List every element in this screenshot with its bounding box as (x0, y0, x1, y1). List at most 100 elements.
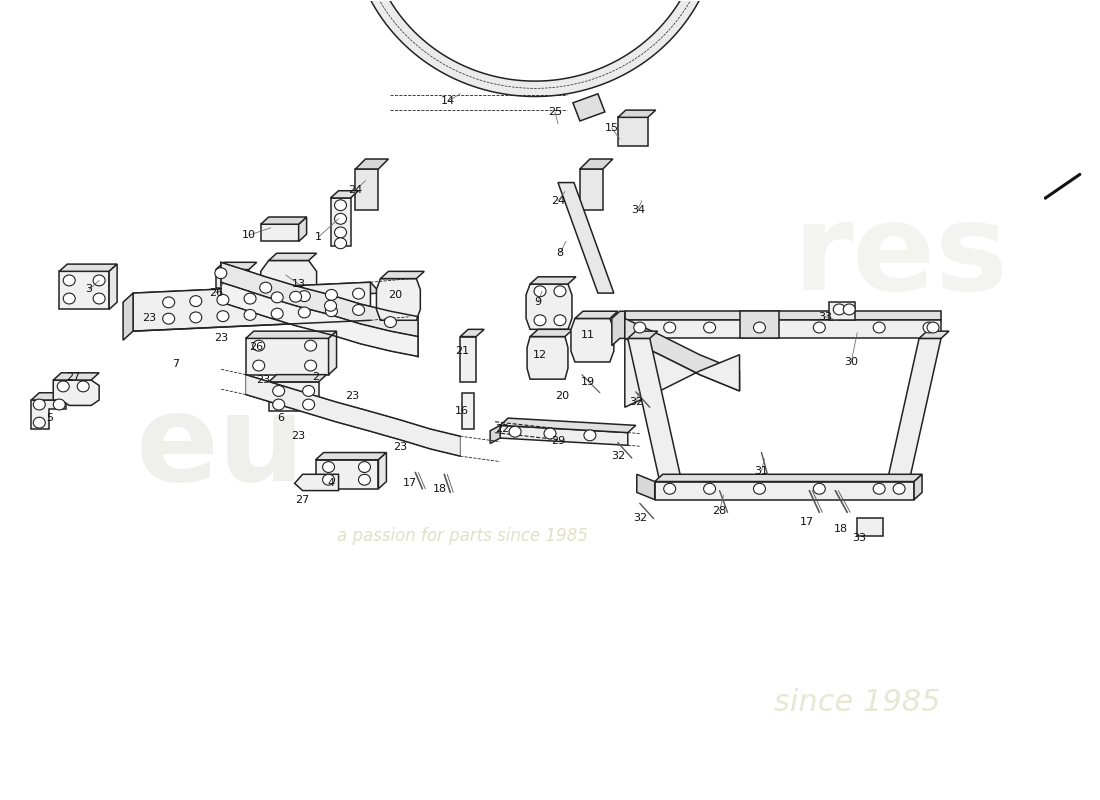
Circle shape (217, 294, 229, 306)
Polygon shape (460, 337, 476, 382)
Circle shape (544, 428, 556, 439)
Circle shape (893, 483, 905, 494)
Text: 24: 24 (551, 196, 565, 206)
Circle shape (334, 200, 346, 210)
Circle shape (273, 399, 285, 410)
Circle shape (534, 286, 546, 297)
Text: 25: 25 (548, 107, 562, 117)
Polygon shape (123, 293, 133, 340)
Polygon shape (59, 271, 109, 310)
Circle shape (190, 312, 201, 323)
Polygon shape (245, 331, 337, 338)
Polygon shape (558, 182, 614, 293)
Text: 20: 20 (388, 290, 403, 300)
Polygon shape (618, 118, 648, 146)
Polygon shape (914, 474, 922, 500)
Text: 19: 19 (581, 377, 595, 387)
Text: 28: 28 (713, 506, 727, 515)
Polygon shape (739, 311, 780, 338)
Text: 29: 29 (551, 436, 565, 446)
Polygon shape (637, 474, 654, 500)
Polygon shape (261, 261, 317, 302)
Circle shape (289, 291, 301, 302)
Circle shape (305, 340, 317, 351)
Circle shape (554, 286, 566, 297)
Circle shape (272, 308, 283, 319)
Polygon shape (625, 320, 940, 338)
Circle shape (326, 306, 338, 317)
Polygon shape (530, 277, 576, 284)
Text: 30: 30 (844, 357, 858, 367)
Polygon shape (355, 159, 388, 169)
Text: res: res (793, 198, 1009, 315)
Polygon shape (857, 518, 883, 536)
Circle shape (302, 399, 315, 410)
Polygon shape (500, 418, 636, 433)
Circle shape (873, 483, 886, 494)
Polygon shape (462, 393, 474, 429)
Circle shape (244, 293, 256, 304)
Text: 26: 26 (249, 342, 263, 353)
Polygon shape (268, 374, 327, 382)
Polygon shape (625, 311, 940, 320)
Polygon shape (216, 262, 256, 270)
Circle shape (923, 322, 935, 333)
Circle shape (324, 300, 337, 311)
Circle shape (94, 293, 106, 304)
Circle shape (214, 268, 227, 278)
Circle shape (534, 315, 546, 326)
Text: 32: 32 (610, 451, 625, 461)
Circle shape (704, 322, 716, 333)
Circle shape (322, 474, 334, 485)
Circle shape (33, 399, 45, 410)
Circle shape (584, 430, 596, 441)
Circle shape (272, 292, 283, 303)
Polygon shape (133, 282, 371, 331)
Polygon shape (31, 393, 74, 400)
Circle shape (359, 462, 371, 473)
Text: 21: 21 (455, 346, 470, 356)
Polygon shape (31, 400, 66, 429)
Polygon shape (295, 474, 339, 490)
Polygon shape (329, 331, 337, 374)
Text: 26: 26 (209, 288, 223, 298)
Polygon shape (654, 474, 922, 482)
Circle shape (334, 214, 346, 224)
Circle shape (334, 227, 346, 238)
Text: since 1985: since 1985 (774, 689, 940, 718)
Polygon shape (920, 331, 949, 338)
Circle shape (326, 290, 338, 300)
Text: 16: 16 (455, 406, 470, 416)
Polygon shape (887, 338, 940, 482)
Circle shape (754, 483, 766, 494)
Circle shape (334, 238, 346, 249)
Polygon shape (268, 382, 319, 411)
Text: 27: 27 (296, 494, 310, 505)
Text: 23: 23 (345, 391, 360, 402)
Text: 23: 23 (292, 431, 306, 442)
Text: 3: 3 (86, 285, 92, 294)
Circle shape (834, 304, 845, 315)
Circle shape (253, 340, 265, 351)
Polygon shape (331, 198, 351, 246)
Polygon shape (268, 254, 317, 261)
Text: 18: 18 (433, 484, 448, 494)
Circle shape (260, 282, 272, 293)
Circle shape (873, 322, 886, 333)
Polygon shape (316, 460, 378, 489)
Polygon shape (625, 318, 739, 391)
Polygon shape (580, 159, 613, 169)
Polygon shape (109, 264, 117, 310)
Circle shape (754, 322, 766, 333)
Text: 8: 8 (557, 248, 563, 258)
Circle shape (384, 317, 396, 327)
Text: 33: 33 (852, 533, 866, 542)
Polygon shape (654, 482, 914, 500)
Text: 23: 23 (213, 334, 228, 343)
Polygon shape (491, 426, 501, 443)
Text: 27: 27 (66, 372, 80, 382)
Text: 13: 13 (292, 279, 306, 289)
Text: 5: 5 (46, 413, 53, 423)
Text: 23: 23 (142, 314, 156, 323)
Text: 2: 2 (312, 372, 319, 382)
